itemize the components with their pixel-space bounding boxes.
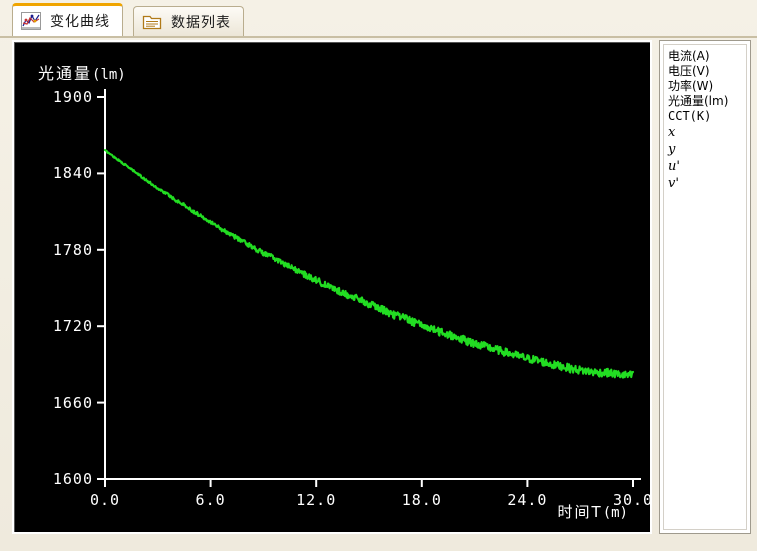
tab-chart-curve[interactable]: 变化曲线 [12, 3, 123, 36]
x-axis-title: 时间T(m) [558, 501, 628, 522]
y-axis-title-unit: (lm) [92, 67, 126, 83]
x-axis-tick-label: 6.0 [195, 491, 226, 509]
table-list-icon [142, 13, 162, 31]
x-axis-tick-label: 12.0 [296, 491, 337, 509]
legend-panel: 电流(A) 电压(V) 功率(W) 光通量(lm) CCT(K) x y u' v' [659, 40, 751, 534]
legend-item[interactable]: 电压(V) [668, 64, 710, 78]
tab-chart-curve-label: 变化曲线 [50, 14, 110, 30]
x-axis-tick-label: 30.0 [612, 491, 650, 509]
tab-strip-divider [0, 36, 757, 38]
legend-item[interactable]: 功率(W) [668, 79, 714, 93]
tab-strip: 变化曲线 数据列表 [0, 0, 757, 37]
legend-item[interactable]: 光通量(lm) [668, 94, 729, 108]
chart-panel: 光通量(lm) 1900 1840 1780 1720 1660 1600 0.0 6.0 12… [12, 40, 652, 534]
chart-svg [97, 89, 641, 487]
x-axis-title-unit: (m) [602, 505, 628, 521]
chart-plot-area[interactable]: 光通量(lm) 1900 1840 1780 1720 1660 1600 0.0 6.0 12… [14, 42, 650, 532]
y-axis-title-name: 光通量 [38, 64, 93, 83]
y-axis-title: 光通量(lm) [38, 60, 126, 84]
tab-data-list-label: 数据列表 [171, 14, 231, 31]
y-axis-tick-label: 1600 [52, 470, 93, 488]
legend-item[interactable]: CCT(K) [668, 109, 712, 123]
legend-item[interactable]: v' [668, 176, 679, 191]
y-axis-tick-label: 1780 [52, 240, 93, 259]
legend-item[interactable]: u' [668, 159, 680, 174]
y-axis-tick-label: 1840 [52, 164, 93, 183]
tab-data-list[interactable]: 数据列表 [133, 6, 244, 36]
legend-item[interactable]: 电流(A) [668, 49, 710, 63]
x-axis-tick-label: 18.0 [401, 491, 442, 509]
chart-series-luminous-flux [103, 149, 635, 379]
chart-curve-icon [21, 12, 41, 30]
x-axis-title-name: 时间T [557, 503, 603, 521]
legend-item[interactable]: x [668, 125, 676, 140]
legend-item[interactable]: y [668, 142, 676, 157]
chart-axes [97, 89, 641, 487]
y-axis-tick-label: 1660 [52, 393, 93, 412]
legend-list[interactable]: 电流(A) 电压(V) 功率(W) 光通量(lm) CCT(K) x y u' v' [663, 44, 747, 530]
x-axis-tick-label: 24.0 [507, 491, 548, 509]
x-axis-tick-label: 0.0 [89, 491, 121, 509]
y-axis-tick-label: 1900 [52, 88, 93, 106]
y-axis-tick-label: 1720 [52, 317, 93, 336]
